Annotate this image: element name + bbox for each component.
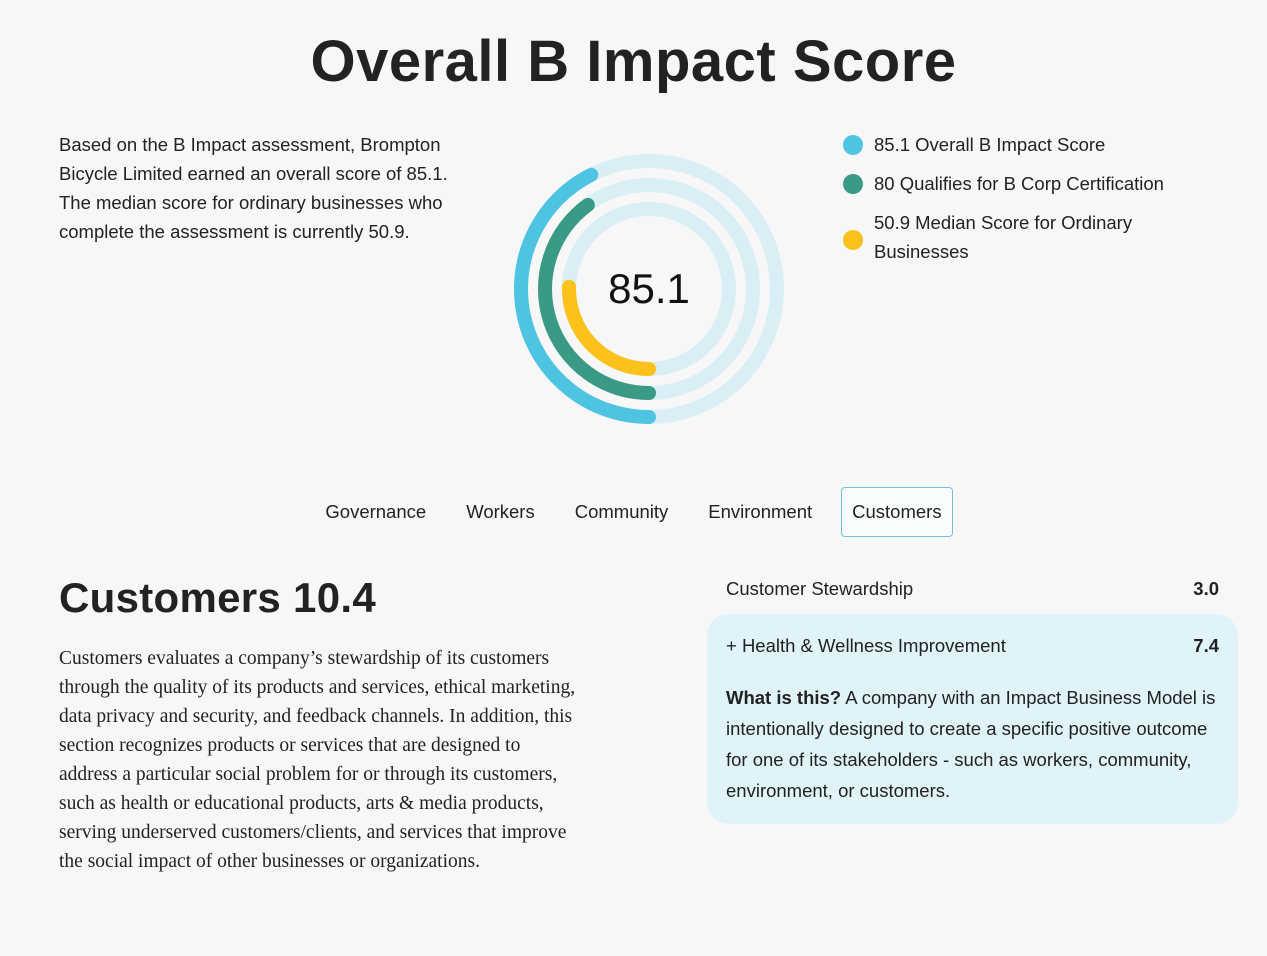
tab-environment[interactable]: Environment — [708, 501, 813, 522]
category-tabs: Governance Workers Community Environment… — [0, 487, 1267, 537]
tab-community[interactable]: Community — [574, 501, 669, 522]
tab-workers[interactable]: Workers — [466, 501, 535, 522]
legend-label: 80 Qualifies for B Corp Certification — [874, 173, 1164, 194]
legend-label: 50.9 Median Score for Ordinary Businesse… — [874, 212, 1133, 262]
subscore-label: Customer Stewardship — [726, 578, 914, 599]
intro-text: Based on the B Impact assessment, Brompt… — [59, 134, 448, 242]
legend-item-median: 50.9 Median Score for Ordinary Businesse… — [843, 208, 1203, 266]
center-score-label: 85.1 — [608, 265, 690, 312]
tab-customers[interactable]: Customers — [841, 487, 953, 537]
subscore-row-health-wellness[interactable]: + Health & Wellness Improvement 7.4 — [726, 635, 1219, 657]
impact-score-chart: 85.1 — [506, 146, 792, 432]
ring-arc-overall — [514, 167, 656, 424]
page-title: Overall B Impact Score — [310, 29, 957, 94]
legend-item-qualifies: 80 Qualifies for B Corp Certification — [843, 169, 1203, 198]
info-panel — [707, 614, 1238, 824]
info-text: What is this? A company with an Impact B… — [726, 682, 1226, 806]
info-body: A company with an Impact Business Model … — [726, 687, 1216, 801]
info-heading: What is this? — [726, 687, 842, 708]
chart-legend: 85.1 Overall B Impact Score 80 Qualifies… — [843, 130, 1203, 276]
subscore-row-customer-stewardship: Customer Stewardship 3.0 — [726, 578, 1219, 600]
radial-chart-svg: 85.1 — [514, 154, 784, 424]
legend-dot-icon — [843, 135, 863, 155]
subscore-value: 7.4 — [1193, 635, 1219, 656]
tab-governance[interactable]: Governance — [325, 501, 427, 522]
subscore-label: + Health & Wellness Improvement — [726, 635, 1006, 656]
legend-item-overall: 85.1 Overall B Impact Score — [843, 130, 1203, 159]
ring-arc-median — [562, 279, 656, 376]
section-description: Customers evaluates a company’s stewards… — [59, 648, 576, 872]
section-title: Customers 10.4 — [59, 574, 377, 621]
legend-dot-icon — [843, 174, 863, 194]
legend-label: 85.1 Overall B Impact Score — [874, 134, 1106, 155]
legend-dot-icon — [843, 230, 863, 250]
subscore-value: 3.0 — [1193, 578, 1219, 599]
ring-arc-qualifies — [538, 197, 656, 400]
